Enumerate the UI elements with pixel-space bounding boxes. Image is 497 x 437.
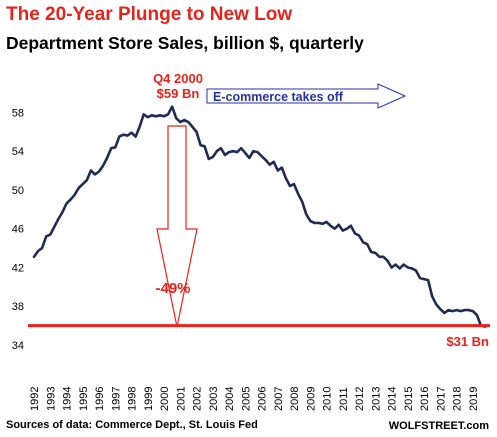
x-tick-label: 2003 xyxy=(208,387,220,411)
x-tick-label: 1995 xyxy=(78,387,90,411)
y-tick-label: 34 xyxy=(12,340,24,352)
ecommerce-arrow: E-commerce takes off xyxy=(206,83,407,109)
chart-subtitle: Department Store Sales, billion $, quart… xyxy=(6,33,364,53)
x-tick-label: 2014 xyxy=(387,387,399,411)
y-tick-label: 58 xyxy=(12,107,24,119)
x-tick-label: 1996 xyxy=(94,387,106,411)
x-tick-label: 1998 xyxy=(127,387,139,411)
x-tick-label: 2011 xyxy=(338,387,350,411)
x-tick-label: 2001 xyxy=(175,387,187,411)
x-axis-ticks: 1992 1993 1994 1995 1996 1997 1998 1999 2000 2001… xyxy=(29,387,480,411)
chart-title: The 20-Year Plunge to New Low xyxy=(6,4,293,25)
x-tick-label: 2015 xyxy=(403,387,415,411)
y-tick-label: 50 xyxy=(12,185,24,197)
peak-value-label: $59 Bn xyxy=(157,86,200,101)
x-tick-label: 1993 xyxy=(45,387,57,411)
x-tick-label: 2000 xyxy=(159,387,171,411)
x-tick-label: 2007 xyxy=(273,387,285,411)
brand-label: WOLFSTREET.com xyxy=(388,420,489,432)
x-tick-label: 2004 xyxy=(224,387,236,411)
x-tick-label: 2019 xyxy=(468,387,480,411)
x-tick-label: 2002 xyxy=(192,387,204,411)
x-tick-label: 2009 xyxy=(305,387,317,411)
latest-value-label: $31 Bn xyxy=(446,334,489,349)
x-tick-label: 2008 xyxy=(289,387,301,411)
x-tick-label: 2017 xyxy=(435,387,447,411)
y-axis-ticks: 34 38 42 46 50 54 58 xyxy=(12,107,24,352)
x-tick-label: 2010 xyxy=(322,387,334,411)
sales-line xyxy=(32,105,487,328)
x-tick-label: 2012 xyxy=(354,387,366,411)
x-tick-label: 2005 xyxy=(240,387,252,411)
x-tick-label: 1992 xyxy=(29,387,41,411)
ecommerce-label: E-commerce takes off xyxy=(213,90,344,104)
x-tick-label: 2006 xyxy=(257,387,269,411)
y-tick-label: 38 xyxy=(12,301,24,313)
x-tick-label: 2018 xyxy=(452,387,464,411)
decline-percent-label: -49% xyxy=(155,280,190,297)
x-tick-label: 1999 xyxy=(143,387,155,411)
x-tick-label: 1994 xyxy=(62,387,74,411)
data-source: Sources of data: Commerce Dept., St. Lou… xyxy=(6,419,258,431)
y-tick-label: 54 xyxy=(12,146,24,158)
peak-period-label: Q4 2000 xyxy=(153,71,203,86)
x-tick-label: 2016 xyxy=(419,387,431,411)
decline-arrow xyxy=(156,125,198,328)
ecommerce-arrow-shape xyxy=(206,83,407,109)
x-tick-label: 1997 xyxy=(110,387,122,411)
y-tick-label: 42 xyxy=(12,262,24,274)
x-tick-label: 2013 xyxy=(370,387,382,411)
y-tick-label: 46 xyxy=(12,224,24,236)
